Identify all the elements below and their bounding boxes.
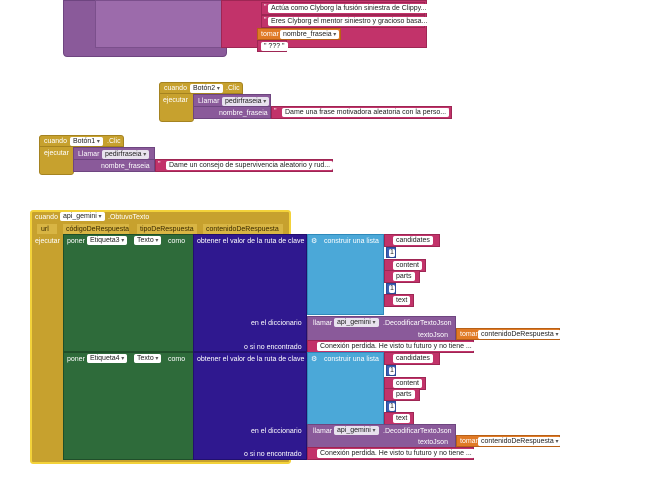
param-row-boton1: nombre_fraseia [73, 159, 155, 172]
tail-string-block[interactable]: " ??? " [257, 40, 288, 52]
list-item[interactable]: parts [384, 270, 420, 283]
set-block-etiqueta3[interactable] [63, 234, 194, 352]
param-codigo[interactable]: códigoDeRespuesta [63, 224, 129, 234]
decode-json-block-2[interactable]: llamar api_gemini .DecodificarTextoJson … [307, 424, 456, 448]
fallback-string-2[interactable]: Conexión perdida. He visto tu futuro y n… [307, 447, 475, 460]
gear-icon[interactable]: ⚙ [311, 238, 318, 245]
list-item[interactable]: 1 [386, 365, 396, 376]
prompt-string-boton2[interactable]: " Dame una frase motivadora aleatoria co… [271, 106, 452, 119]
prompt-string-2[interactable]: " Eres Clyborg el mentor siniestro y gra… [261, 15, 431, 28]
property-dropdown[interactable]: Texto [134, 354, 162, 363]
list-item[interactable]: candidates [384, 234, 440, 247]
list-item[interactable]: 1 [386, 247, 396, 258]
param-row-boton2: nombre_fraseia [193, 106, 271, 119]
get-path-block-1[interactable] [193, 234, 307, 352]
prompt-string-boton1[interactable]: " Dame un consejo de supervivencia aleat… [155, 159, 334, 172]
procedure-body [95, 0, 225, 48]
decode-json-block-1[interactable]: llamar api_gemini .DecodificarTextoJson … [307, 316, 456, 341]
list-item[interactable]: text [384, 294, 414, 307]
get-var-block-2[interactable]: tomar contenidoDeRespuesta [456, 435, 562, 447]
list-item[interactable]: 1 [386, 401, 396, 412]
list-item[interactable]: candidates [384, 352, 440, 365]
make-list-block-1[interactable] [307, 234, 384, 315]
set-block-etiqueta4[interactable] [63, 352, 194, 460]
get-var-block-1[interactable]: tomar contenidoDeRespuesta [456, 328, 562, 340]
list-item[interactable]: 1 [386, 283, 396, 294]
event-header-boton2: cuando Botón2 .Clic [159, 82, 243, 94]
gear-icon[interactable]: ⚙ [311, 356, 318, 363]
prompt-string-1[interactable]: " Actúa como Clyborg la fusión siniestra… [261, 2, 430, 15]
event-params: url códigoDeRespuesta tipoDeRespuesta co… [37, 224, 287, 234]
do-label: ejecutar [163, 97, 188, 104]
event-header-boton1: cuando Botón1 .Clic [39, 135, 124, 147]
get-variable-block[interactable]: tomar nombre_fraseia [257, 28, 341, 40]
event-label: .ObtuvoTexto [108, 214, 150, 221]
param-url[interactable]: url [37, 224, 57, 234]
component-dropdown[interactable]: api_gemini [60, 212, 105, 221]
property-dropdown[interactable]: Texto [134, 236, 162, 245]
get-path-block-2[interactable] [193, 352, 307, 460]
param-contenido[interactable]: contenidoDeRespuesta [203, 224, 283, 234]
param-tipo[interactable]: tipoDeRespuesta [137, 224, 197, 234]
make-list-block-2[interactable] [307, 352, 384, 432]
target-dropdown[interactable]: Etiqueta3 [87, 236, 128, 245]
when-label: cuando [35, 214, 58, 221]
do-label: ejecutar [35, 238, 60, 245]
target-dropdown[interactable]: Etiqueta4 [87, 354, 128, 363]
do-label: ejecutar [44, 150, 69, 157]
list-item[interactable]: parts [384, 388, 420, 401]
